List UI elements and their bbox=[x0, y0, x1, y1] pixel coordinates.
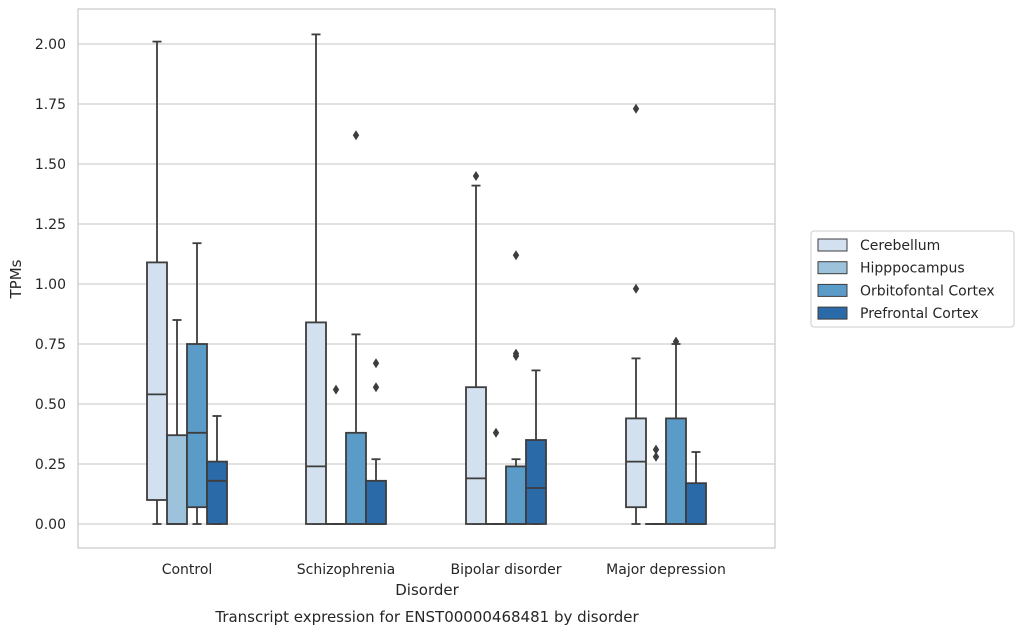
legend-label: Prefrontal Cortex bbox=[860, 306, 979, 322]
y-tick-label: 1.00 bbox=[35, 277, 66, 293]
box-iqr bbox=[146, 261, 168, 501]
outlier-point bbox=[512, 348, 520, 359]
y-tick-labels: 0.00 0.25 0.50 0.75 1.00 1.25 1.50 1.75 2.00 bbox=[35, 37, 66, 533]
y-tick-label: 1.50 bbox=[35, 157, 66, 173]
outlier-point bbox=[372, 382, 380, 393]
box-iqr bbox=[505, 465, 527, 525]
outlier-point bbox=[352, 130, 360, 141]
box-iqr bbox=[685, 482, 707, 525]
box-iqr bbox=[305, 321, 327, 525]
y-tick-label: 1.75 bbox=[35, 97, 66, 113]
box-cerebellum bbox=[625, 103, 647, 525]
box-orbitofontal-cortex bbox=[345, 130, 367, 525]
x-axis-title: Disorder bbox=[395, 581, 459, 599]
box-groups bbox=[146, 33, 707, 525]
box-prefrontal-cortex bbox=[206, 415, 228, 525]
x-tick-labels: Control Schizophrenia Bipolar disorder Majo… bbox=[162, 562, 726, 578]
box-iqr bbox=[665, 417, 687, 525]
outlier-point bbox=[512, 250, 520, 261]
outlier-point bbox=[672, 336, 680, 347]
box-prefrontal-cortex bbox=[525, 369, 547, 525]
y-tick-label: 0.75 bbox=[35, 337, 66, 353]
box-cerebellum bbox=[465, 171, 487, 525]
box-prefrontal-cortex bbox=[685, 451, 707, 525]
box-iqr bbox=[166, 434, 188, 525]
box-cerebellum bbox=[146, 40, 168, 525]
box-iqr bbox=[186, 343, 208, 509]
outlier-point bbox=[492, 427, 500, 438]
legend-swatch bbox=[817, 261, 848, 275]
legend-swatch bbox=[817, 283, 848, 297]
outlier-point bbox=[372, 358, 380, 369]
outlier-point bbox=[652, 451, 660, 462]
legend-label: Orbitofontal Cortex bbox=[860, 283, 995, 299]
y-tick-label: 0.25 bbox=[35, 457, 66, 473]
box-iqr bbox=[465, 386, 487, 525]
legend-frame bbox=[810, 230, 1015, 328]
outlier-point bbox=[632, 103, 640, 114]
outlier-point bbox=[472, 171, 480, 181]
box-iqr bbox=[525, 439, 547, 525]
box-hipppocampus bbox=[645, 444, 667, 525]
y-tick-label: 0.00 bbox=[35, 517, 66, 533]
legend-swatch bbox=[817, 238, 848, 252]
y-tick-label: 0.50 bbox=[35, 397, 66, 413]
legend-label: Cerebellum bbox=[860, 238, 940, 254]
box-prefrontal-cortex bbox=[365, 358, 387, 525]
box-orbitofontal-cortex bbox=[186, 242, 208, 525]
legend-swatch bbox=[817, 306, 848, 320]
y-tick-label: 2.00 bbox=[35, 37, 66, 53]
x-tick-label: Major depression bbox=[606, 562, 726, 578]
x-tick-label: Bipolar disorder bbox=[450, 562, 561, 578]
x-tick-label: Control bbox=[162, 562, 213, 578]
chart-title: Transcript expression for ENST0000046848… bbox=[214, 608, 639, 626]
outlier-point bbox=[652, 444, 660, 455]
outlier-point bbox=[632, 283, 640, 294]
outlier-point bbox=[332, 384, 340, 395]
plot-frame bbox=[77, 8, 776, 549]
legend: Cerebellum Hipppocampus Orbitofontal Corte… bbox=[810, 230, 1015, 328]
box-cerebellum bbox=[305, 33, 327, 525]
y-axis-title: TPMs bbox=[7, 259, 25, 299]
box-iqr bbox=[365, 479, 387, 525]
x-tick-label: Schizophrenia bbox=[297, 562, 395, 578]
box-iqr bbox=[206, 460, 228, 525]
legend-label: Hipppocampus bbox=[860, 261, 965, 277]
box-iqr bbox=[345, 431, 367, 525]
box-iqr bbox=[625, 417, 647, 509]
box-orbitofontal-cortex bbox=[665, 336, 687, 525]
y-tick-label: 1.25 bbox=[35, 217, 66, 233]
